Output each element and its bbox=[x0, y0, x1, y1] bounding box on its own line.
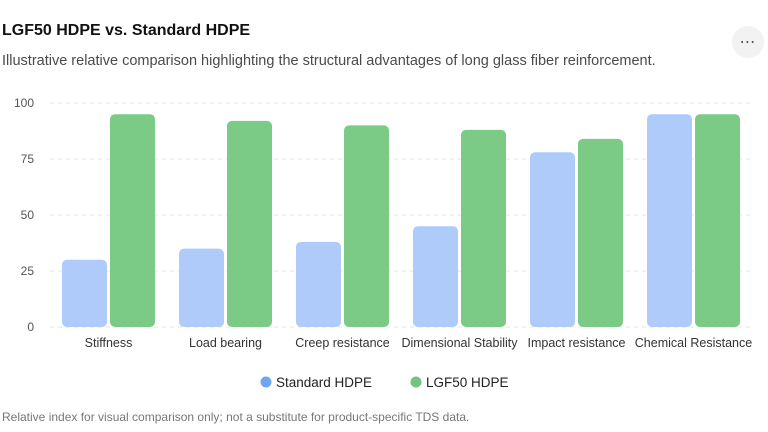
x-tick-label: Load bearing bbox=[189, 336, 262, 350]
y-tick-label: 75 bbox=[21, 152, 35, 166]
legend-swatch bbox=[410, 376, 422, 388]
bar-standard-hdpe bbox=[530, 152, 575, 327]
bar-lgf50-hdpe bbox=[461, 129, 506, 327]
bar-standard-hdpe bbox=[296, 241, 341, 327]
bar-lgf50-hdpe bbox=[227, 120, 272, 327]
legend-label: LGF50 HDPE bbox=[426, 375, 509, 390]
bar-standard-hdpe bbox=[62, 259, 107, 327]
bar-standard-hdpe bbox=[413, 226, 458, 327]
x-tick-label: Dimensional Stability bbox=[401, 336, 518, 350]
x-tick-label: Impact resistance bbox=[528, 336, 626, 350]
bar-lgf50-hdpe bbox=[344, 125, 389, 328]
bar-lgf50-hdpe bbox=[695, 114, 740, 327]
x-tick-label: Creep resistance bbox=[295, 336, 390, 350]
bar-lgf50-hdpe bbox=[578, 138, 623, 327]
y-tick-label: 100 bbox=[14, 96, 34, 110]
chart-title: LGF50 HDPE vs. Standard HDPE bbox=[2, 22, 251, 39]
footnote: Relative index for visual comparison onl… bbox=[2, 410, 470, 424]
y-tick-label: 0 bbox=[27, 320, 34, 334]
bar-lgf50-hdpe bbox=[110, 114, 155, 327]
legend-label: Standard HDPE bbox=[276, 375, 372, 390]
legend-swatch bbox=[260, 376, 272, 388]
y-tick-label: 25 bbox=[21, 264, 35, 278]
x-tick-label: Chemical Resistance bbox=[635, 336, 752, 350]
x-tick-label: Stiffness bbox=[85, 336, 133, 350]
bar-standard-hdpe bbox=[179, 248, 224, 327]
y-tick-label: 50 bbox=[21, 208, 35, 222]
more-horizontal-icon: ⋯ bbox=[739, 34, 757, 51]
chart-subtitle: Illustrative relative comparison highlig… bbox=[2, 53, 656, 69]
bar-standard-hdpe bbox=[647, 114, 692, 327]
more-options-button[interactable]: ⋯ bbox=[732, 26, 764, 58]
